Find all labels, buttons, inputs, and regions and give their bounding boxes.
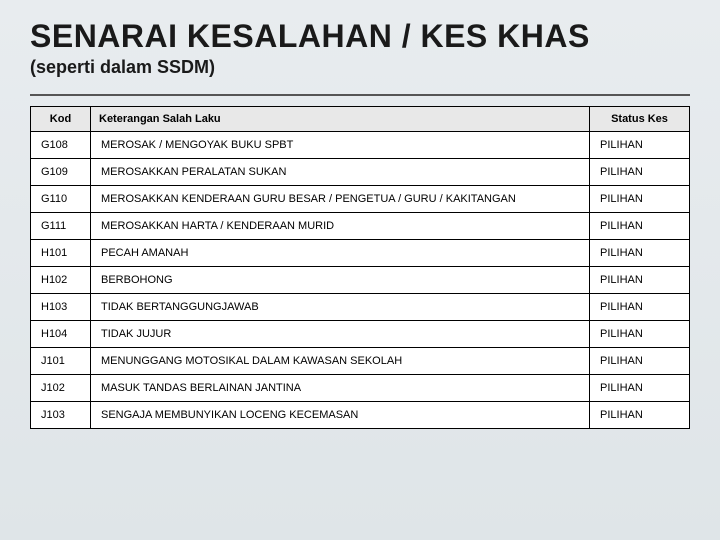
table-row: G110MEROSAKKAN KENDERAAN GURU BESAR / PE… bbox=[31, 186, 690, 213]
cell-status: PILIHAN bbox=[590, 240, 690, 267]
cell-keterangan: MASUK TANDAS BERLAINAN JANTINA bbox=[91, 375, 590, 402]
page-subtitle: (seperti dalam SSDM) bbox=[30, 57, 690, 84]
cell-kod: G108 bbox=[31, 132, 91, 159]
table-row: H104TIDAK JUJURPILIHAN bbox=[31, 321, 690, 348]
cell-kod: H103 bbox=[31, 294, 91, 321]
table-row: G108MEROSAK / MENGOYAK BUKU SPBTPILIHAN bbox=[31, 132, 690, 159]
col-header-kod: Kod bbox=[31, 107, 91, 132]
cell-keterangan: TIDAK JUJUR bbox=[91, 321, 590, 348]
table-row: H102BERBOHONGPILIHAN bbox=[31, 267, 690, 294]
cell-status: PILIHAN bbox=[590, 375, 690, 402]
cell-status: PILIHAN bbox=[590, 186, 690, 213]
cell-keterangan: MENUNGGANG MOTOSIKAL DALAM KAWASAN SEKOL… bbox=[91, 348, 590, 375]
cell-keterangan: PECAH AMANAH bbox=[91, 240, 590, 267]
cell-keterangan: MEROSAKKAN PERALATAN SUKAN bbox=[91, 159, 590, 186]
table-row: J102MASUK TANDAS BERLAINAN JANTINAPILIHA… bbox=[31, 375, 690, 402]
cell-kod: G109 bbox=[31, 159, 91, 186]
cell-keterangan: MEROSAKKAN HARTA / KENDERAAN MURID bbox=[91, 213, 590, 240]
cell-kod: G110 bbox=[31, 186, 91, 213]
cell-kod: H101 bbox=[31, 240, 91, 267]
cell-keterangan: BERBOHONG bbox=[91, 267, 590, 294]
cell-kod: H102 bbox=[31, 267, 91, 294]
col-header-keterangan: Keterangan Salah Laku bbox=[91, 107, 590, 132]
cell-kod: H104 bbox=[31, 321, 91, 348]
page-title: SENARAI KESALAHAN / KES KHAS bbox=[30, 18, 690, 55]
col-header-status: Status Kes bbox=[590, 107, 690, 132]
table-row: H101PECAH AMANAHPILIHAN bbox=[31, 240, 690, 267]
cell-status: PILIHAN bbox=[590, 402, 690, 429]
cell-status: PILIHAN bbox=[590, 321, 690, 348]
table-row: G109MEROSAKKAN PERALATAN SUKANPILIHAN bbox=[31, 159, 690, 186]
cell-keterangan: MEROSAKKAN KENDERAAN GURU BESAR / PENGET… bbox=[91, 186, 590, 213]
table-row: J101MENUNGGANG MOTOSIKAL DALAM KAWASAN S… bbox=[31, 348, 690, 375]
cell-keterangan: MEROSAK / MENGOYAK BUKU SPBT bbox=[91, 132, 590, 159]
offence-table: Kod Keterangan Salah Laku Status Kes G10… bbox=[30, 106, 690, 429]
table-header-row: Kod Keterangan Salah Laku Status Kes bbox=[31, 107, 690, 132]
cell-status: PILIHAN bbox=[590, 348, 690, 375]
cell-status: PILIHAN bbox=[590, 294, 690, 321]
cell-status: PILIHAN bbox=[590, 132, 690, 159]
table-row: G111MEROSAKKAN HARTA / KENDERAAN MURIDPI… bbox=[31, 213, 690, 240]
cell-kod: G111 bbox=[31, 213, 91, 240]
cell-status: PILIHAN bbox=[590, 213, 690, 240]
cell-kod: J101 bbox=[31, 348, 91, 375]
cell-status: PILIHAN bbox=[590, 267, 690, 294]
cell-kod: J102 bbox=[31, 375, 91, 402]
table-row: H103TIDAK BERTANGGUNGJAWABPILIHAN bbox=[31, 294, 690, 321]
cell-status: PILIHAN bbox=[590, 159, 690, 186]
cell-keterangan: TIDAK BERTANGGUNGJAWAB bbox=[91, 294, 590, 321]
cell-kod: J103 bbox=[31, 402, 91, 429]
cell-keterangan: SENGAJA MEMBUNYIKAN LOCENG KECEMASAN bbox=[91, 402, 590, 429]
table-row: J103SENGAJA MEMBUNYIKAN LOCENG KECEMASAN… bbox=[31, 402, 690, 429]
title-divider bbox=[30, 94, 690, 96]
